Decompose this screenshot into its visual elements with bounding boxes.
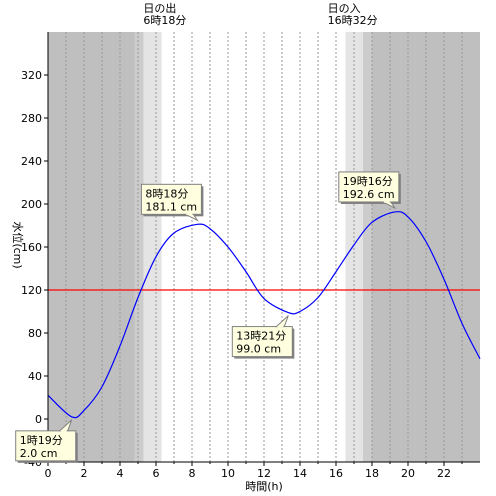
y-tick-label: 200 — [21, 198, 42, 211]
annotation-value: 192.6 cm — [343, 188, 395, 201]
y-tick-label: 40 — [28, 370, 42, 383]
y-tick-label: 0 — [35, 413, 42, 426]
x-tick-label: 20 — [401, 467, 415, 480]
annotation-value: 99.0 cm — [236, 343, 281, 356]
annotation-time: 8時18分 — [145, 187, 188, 200]
annotation-time: 1時19分 — [20, 434, 63, 447]
y-tick-label: 80 — [28, 327, 42, 340]
dawn-twilight-light — [143, 32, 162, 462]
sunrise-label: 日の出 — [143, 1, 176, 15]
tide-series — [47, 211, 481, 419]
y-axis-label: 水位(cm) — [11, 221, 25, 268]
y-tick-label: 320 — [21, 69, 42, 82]
sunrise-time: 6時18分 — [143, 14, 186, 27]
annotation-box — [140, 183, 202, 215]
dusk-twilight-light — [345, 32, 363, 462]
x-tick-label: 16 — [329, 467, 343, 480]
y-tick-label: 160 — [21, 241, 42, 254]
x-tick-label: 0 — [45, 467, 52, 480]
y-tick-label: 120 — [21, 284, 42, 297]
x-axis-label: 時間(h) — [245, 480, 283, 493]
x-tick-label: 22 — [437, 467, 451, 480]
x-tick-label: 2 — [81, 467, 88, 480]
x-tick-label: 8 — [189, 467, 196, 480]
x-tick-labels: 0 2 4 6 8 10 12 14 16 18 20 22 — [45, 462, 463, 480]
annotation-time: 13時21分 — [236, 330, 286, 343]
sunset-time: 16時32分 — [328, 14, 378, 27]
annotation-value: 2.0 cm — [20, 447, 58, 460]
dawn-twilight-dark — [134, 32, 144, 462]
annotation-box — [338, 171, 400, 203]
annotation-value: 181.1 cm — [145, 200, 197, 213]
x-tick-label: 18 — [365, 467, 379, 480]
x-tick-label: 10 — [221, 467, 235, 480]
x-tick-label: 4 — [117, 467, 124, 480]
annotation-box — [15, 430, 77, 462]
tide-line — [47, 211, 481, 419]
daylight-band — [161, 32, 346, 462]
annotation-time: 19時16分 — [343, 175, 393, 188]
x-tick-label: 6 — [153, 467, 160, 480]
x-tick-label: 12 — [257, 467, 271, 480]
sunset-label: 日の入 — [328, 2, 361, 15]
y-tick-labels: -4004080120160200240280320 — [21, 69, 48, 469]
dusk-twilight-dark — [363, 32, 372, 462]
y-tick-label: 280 — [21, 112, 42, 125]
y-tick-label: 240 — [21, 155, 42, 168]
day-night-bands — [48, 32, 480, 462]
x-tick-label: 14 — [293, 467, 307, 480]
annotation-box — [231, 326, 293, 358]
